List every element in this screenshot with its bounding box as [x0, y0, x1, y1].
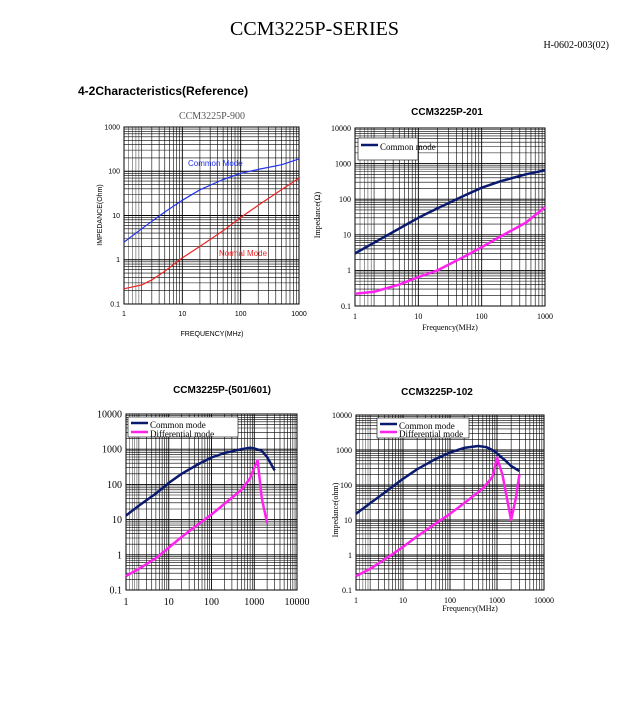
legend-box — [376, 417, 470, 439]
series-label: Normal Mode — [219, 249, 268, 258]
x-tick-label: 10000 — [285, 597, 310, 608]
series-line-1 — [123, 158, 300, 243]
series-line-2 — [125, 459, 269, 578]
legend-entry: Differential mode — [150, 429, 214, 439]
x-tick-label: 1 — [124, 597, 129, 608]
x-tick-label: 1 — [354, 596, 358, 605]
y-tick-label: 10000 — [97, 410, 122, 421]
x-tick-label: 100 — [444, 596, 456, 605]
legend-entry: Common mode — [150, 420, 206, 430]
y-tick-label: 10 — [343, 231, 351, 240]
y-tick-label: 1 — [116, 257, 120, 264]
document-title: CCM3225P-SERIES — [230, 18, 399, 40]
series-line-2 — [354, 206, 546, 296]
section-heading: 4-2Characteristics(Reference) — [78, 84, 249, 98]
y-tick-label: 100 — [107, 480, 122, 491]
x-tick-label: 1 — [122, 311, 126, 318]
y-tick-label: 1000 — [335, 159, 351, 168]
x-tick-label: 1000 — [537, 312, 553, 321]
legend-entry: Differential mode — [399, 429, 463, 439]
legend-box — [357, 137, 419, 161]
x-tick-label: 10 — [178, 311, 186, 318]
chart-title: CCM3225P-(501/601) — [173, 385, 271, 396]
series-line-1 — [125, 446, 276, 517]
legend-entry: Common mode — [399, 421, 455, 431]
y-tick-label: 1 — [117, 550, 122, 561]
legend-entry: Common mode — [380, 142, 436, 152]
x-tick-label: 1000 — [489, 596, 505, 605]
document-code: H-0602-003(02) — [543, 40, 609, 51]
y-tick-label: 10 — [112, 515, 122, 526]
chart-title: CCM3225P-102 — [401, 387, 473, 398]
x-tick-label: 10 — [414, 312, 422, 321]
x-tick-label: 1000 — [244, 597, 264, 608]
x-tick-label: 100 — [235, 311, 247, 318]
series-label: Common Mode — [188, 159, 243, 168]
plot-frame — [123, 126, 300, 305]
y-tick-label: 0.1 — [110, 301, 120, 308]
chart-title: CCM3225P-900 — [179, 111, 245, 122]
plot-frame — [354, 127, 546, 307]
y-tick-label: 10000 — [331, 124, 351, 133]
x-tick-label: 10 — [399, 596, 407, 605]
y-tick-label: 1 — [348, 551, 352, 560]
x-tick-label: 1000 — [291, 311, 307, 318]
series-line-1 — [355, 444, 521, 515]
series-line-1 — [354, 169, 546, 255]
y-tick-label: 100 — [108, 169, 120, 176]
y-tick-label: 0.1 — [110, 586, 123, 597]
y-tick-label: 1000 — [336, 446, 352, 455]
x-tick-label: 10 — [164, 597, 174, 608]
series-line-2 — [123, 177, 300, 290]
x-tick-label: 1 — [353, 312, 357, 321]
y-tick-label: 0.1 — [342, 586, 352, 595]
y-axis-label: IMPEDANCE(Ohm) — [97, 184, 104, 245]
legend-box — [127, 416, 239, 438]
y-tick-label: 100 — [339, 195, 351, 204]
plot-frame — [125, 413, 298, 591]
x-axis-label: Frequency(MHz) — [422, 323, 478, 332]
y-tick-label: 0.1 — [341, 302, 351, 311]
y-tick-label: 1 — [347, 266, 351, 275]
x-axis-label: FREQUENCY(MHz) — [181, 331, 244, 338]
x-tick-label: 100 — [204, 597, 219, 608]
y-tick-label: 1000 — [104, 124, 120, 131]
plot-frame — [355, 414, 545, 591]
x-tick-label: 10000 — [534, 596, 554, 605]
x-axis-label: Frequency(MHz) — [442, 604, 498, 613]
series-line-2 — [355, 456, 521, 578]
y-tick-label: 100 — [340, 481, 352, 490]
y-axis-label: Impedance(ohm) — [331, 482, 340, 537]
chart-title: CCM3225P-201 — [411, 107, 483, 118]
x-tick-label: 100 — [476, 312, 488, 321]
y-axis-label: Impedance(Ω) — [313, 191, 322, 238]
y-tick-label: 10000 — [332, 411, 352, 420]
y-tick-label: 10 — [112, 213, 120, 220]
y-tick-label: 10 — [344, 516, 352, 525]
y-tick-label: 1000 — [102, 445, 122, 456]
